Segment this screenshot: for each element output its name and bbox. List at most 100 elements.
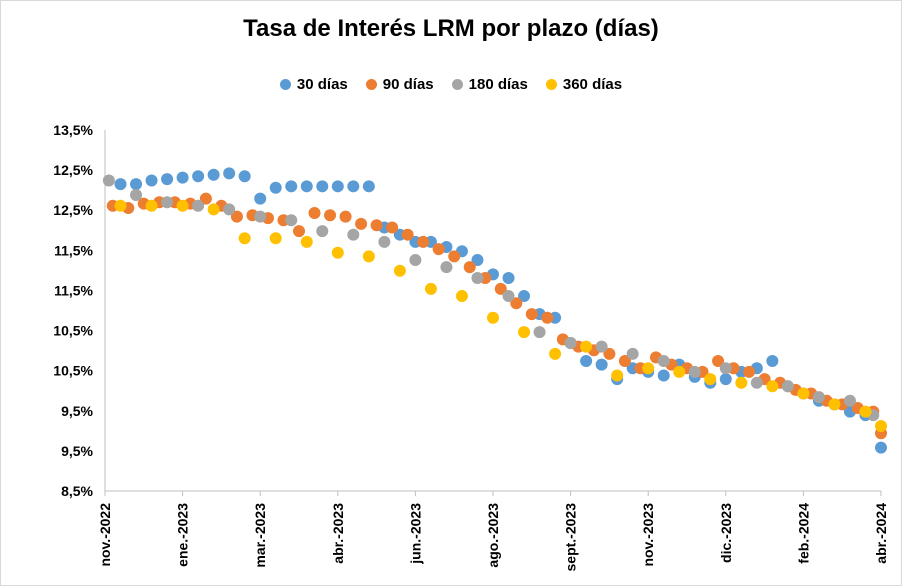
point-30-días	[331, 180, 344, 193]
point-90-días	[712, 355, 725, 368]
x-tick-label: ago.-2023	[485, 503, 501, 568]
y-tick-label: 11,5%	[54, 282, 93, 298]
point-30-días	[657, 369, 670, 382]
point-360-días	[859, 405, 872, 418]
point-90-días	[448, 250, 461, 263]
point-180-días	[502, 290, 515, 303]
point-180-días	[688, 365, 701, 378]
x-tick-label: ene.-2023	[175, 503, 191, 567]
point-180-días	[440, 261, 453, 274]
point-180-días	[254, 210, 267, 223]
point-90-días	[743, 365, 756, 378]
point-180-días	[409, 253, 422, 266]
point-30-días	[254, 192, 267, 205]
y-tick-label: 9,5%	[61, 443, 93, 459]
legend-label: 30 días	[296, 76, 348, 93]
legend-label: 90 días	[382, 76, 434, 93]
point-360-días	[269, 232, 282, 245]
point-90-días	[525, 308, 538, 321]
x-tick-label: mar.-2023	[252, 503, 268, 568]
point-30-días	[595, 358, 608, 371]
point-30-días	[145, 174, 158, 187]
point-360-días	[704, 373, 717, 386]
point-90-días	[417, 235, 430, 248]
point-180-días	[719, 362, 732, 375]
point-90-días	[355, 217, 368, 230]
point-30-días	[362, 180, 375, 193]
point-30-días	[719, 373, 732, 386]
point-180-días	[102, 174, 115, 187]
point-360-días	[145, 199, 158, 212]
point-90-días	[230, 210, 243, 223]
legend-item: 30 días	[279, 76, 348, 93]
point-90-días	[510, 297, 523, 310]
point-360-días	[300, 235, 313, 248]
point-30-días	[223, 167, 236, 180]
point-180-días	[192, 199, 205, 212]
point-30-días	[518, 290, 531, 303]
x-tick-label: feb.-2024	[795, 503, 811, 564]
point-90-días	[401, 228, 414, 241]
point-360-días	[393, 264, 406, 277]
point-180-días	[533, 326, 546, 339]
point-90-días	[324, 209, 337, 222]
point-360-días	[518, 326, 531, 339]
x-tick-label: sept.-2023	[563, 503, 579, 572]
y-tick-label: 12,5%	[53, 202, 93, 218]
point-180-días	[347, 228, 360, 241]
point-360-días	[828, 398, 841, 411]
point-180-días	[843, 394, 856, 407]
legend-marker	[545, 79, 557, 90]
point-180-días	[564, 336, 577, 349]
point-360-días	[207, 203, 220, 216]
y-tick-label: 10,5%	[53, 323, 93, 339]
point-90-días	[603, 347, 616, 360]
point-30-días	[316, 180, 329, 193]
y-tick-label: 12,5%	[53, 162, 93, 178]
point-180-días	[812, 391, 825, 404]
point-180-días	[316, 225, 329, 238]
point-30-días	[207, 168, 220, 181]
point-180-días	[378, 235, 391, 248]
point-180-días	[750, 376, 763, 389]
point-360-días	[176, 199, 189, 212]
point-360-días	[455, 290, 468, 303]
point-360-días	[487, 311, 499, 324]
y-tick-label: 10,5%	[53, 363, 93, 379]
point-180-días	[595, 340, 608, 353]
point-360-días	[875, 420, 887, 433]
point-90-días	[370, 219, 383, 232]
point-30-días	[580, 355, 593, 368]
legend-marker	[451, 79, 463, 90]
y-tick-label: 9,5%	[61, 403, 93, 419]
point-90-días	[199, 192, 212, 205]
point-30-días	[192, 170, 205, 183]
x-tick-label: abr.-2024	[873, 503, 889, 564]
point-180-días	[471, 272, 484, 285]
y-tick-label: 8,5%	[61, 483, 93, 499]
point-90-días	[494, 282, 507, 295]
point-30-días	[300, 180, 313, 193]
point-360-días	[424, 282, 437, 295]
x-tick-label: nov.-2022	[97, 503, 113, 567]
x-tick-label: abr.-2023	[330, 503, 346, 564]
point-360-días	[580, 340, 593, 353]
point-30-días	[176, 171, 189, 184]
x-tick-label: jun.-2023	[407, 503, 423, 565]
point-180-días	[626, 347, 639, 360]
x-tick-label: nov.-2023	[640, 503, 656, 567]
legend-label: 180 días	[468, 76, 528, 93]
point-30-días	[471, 253, 484, 266]
x-tick-label: dic.-2023	[718, 503, 734, 563]
legend-marker	[365, 79, 377, 90]
point-90-días	[618, 355, 631, 368]
point-30-días	[238, 170, 251, 183]
point-90-días	[386, 221, 399, 234]
point-360-días	[114, 199, 127, 212]
point-90-días	[308, 207, 321, 220]
point-180-días	[285, 214, 298, 227]
point-30-días	[875, 441, 887, 454]
point-30-días	[114, 178, 127, 191]
